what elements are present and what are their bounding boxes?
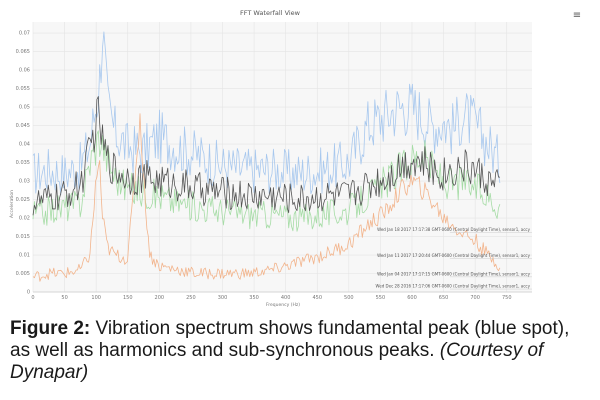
x-tick-label: 50 — [61, 295, 67, 301]
x-tick-label: 300 — [218, 295, 228, 301]
series-line — [32, 130, 501, 232]
series-label: Wed Jan 04 2017 17:17:15 GMT-0600 (Centr… — [377, 271, 531, 276]
y-tick-label: 0.05 — [19, 105, 30, 111]
figure-caption: Figure 2: Vibration spectrum shows funda… — [10, 318, 590, 384]
y-tick-label: 0.035 — [16, 160, 30, 166]
series-label: Wed Jan 18 2017 17:17:38 GMT-0600 (Centr… — [377, 227, 531, 232]
x-tick-label: 450 — [312, 295, 322, 301]
y-tick-label: 0.06 — [19, 68, 30, 74]
chart-title: FFT Waterfall View — [240, 9, 301, 17]
x-tick-label: 100 — [91, 295, 101, 301]
y-tick-label: 0.07 — [19, 31, 30, 37]
y-tick-label: 0.04 — [19, 142, 30, 148]
x-tick-label: 200 — [155, 295, 165, 301]
y-tick-label: 0.01 — [19, 253, 30, 259]
y-tick-label: 0.065 — [16, 49, 30, 55]
x-tick-label: 650 — [439, 295, 449, 301]
x-tick-label: 350 — [249, 295, 259, 301]
x-tick-label: 600 — [407, 295, 417, 301]
series-group — [32, 31, 501, 282]
x-tick-label: 400 — [281, 295, 291, 301]
x-tick-label: 700 — [470, 295, 480, 301]
y-tick-label: 0.055 — [16, 86, 30, 92]
x-tick-label: 0 — [31, 295, 34, 301]
y-tick-label: 0.03 — [19, 179, 30, 185]
series-labels: Wed Jan 18 2017 17:17:38 GMT-0600 (Centr… — [376, 227, 532, 290]
series-label: Wed Jan 11 2017 17:20:44 GMT-0600 (Centr… — [377, 253, 531, 258]
plot-area — [33, 22, 532, 292]
y-axis-title: Acceleration — [9, 190, 15, 218]
y-tick-label: 0.005 — [16, 271, 30, 277]
caption-label: Figure 2: — [10, 318, 91, 339]
series-label: Wed Dec 28 2016 17:17:06 GMT-0600 (Centr… — [376, 284, 531, 289]
chart-menu-button[interactable]: ≡ — [571, 10, 583, 22]
series-line — [32, 96, 500, 216]
x-tick-label: 500 — [344, 295, 354, 301]
caption-text: Vibration spectrum shows fundamental pea… — [10, 318, 570, 361]
y-tick-label: 0 — [27, 290, 30, 296]
x-axis-title: Frequency (Hz) — [266, 302, 300, 308]
y-tick-label: 0.045 — [16, 123, 30, 129]
x-tick-label: 150 — [123, 295, 133, 301]
x-tick-label: 250 — [186, 295, 196, 301]
fft-waterfall-chart: FFT Waterfall View Wed Jan 18 2017 17:17… — [9, 9, 532, 308]
hamburger-menu-icon: ≡ — [572, 10, 582, 21]
series-line — [32, 31, 501, 196]
axis-ticks: 0 50 100 150 200 250 300 350 400 450 500 550 600 650 7… — [16, 31, 532, 301]
y-tick-label: 0.015 — [16, 234, 30, 240]
caption-credit: (Courtesy of Dynapar) — [10, 340, 544, 383]
grid-lines — [32, 22, 532, 293]
y-tick-label: 0.025 — [16, 197, 30, 203]
x-tick-label: 550 — [376, 295, 386, 301]
series-line — [32, 113, 501, 282]
x-tick-label: 750 — [502, 295, 512, 301]
y-tick-label: 0.02 — [19, 216, 30, 222]
